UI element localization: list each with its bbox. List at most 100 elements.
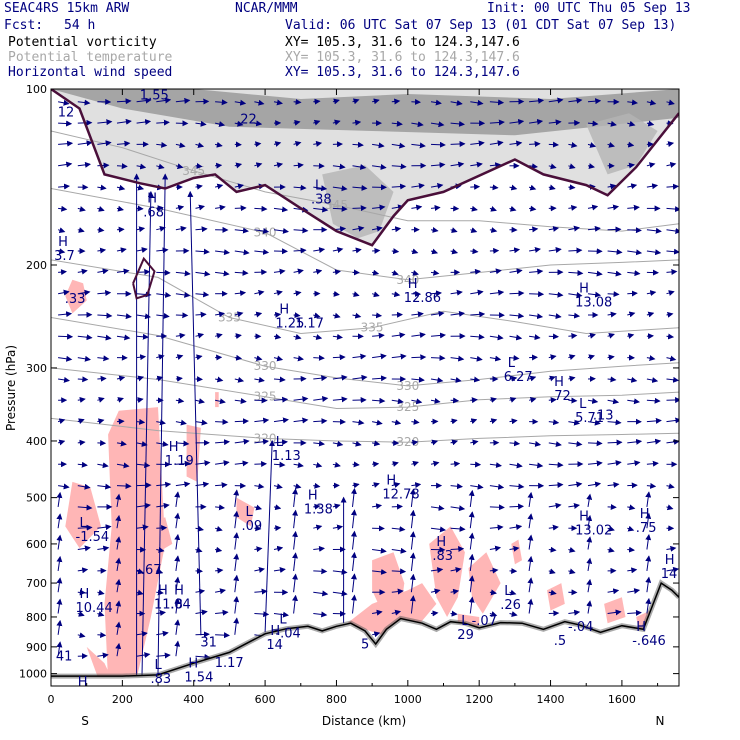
wind-vector <box>470 333 485 340</box>
wind-vector <box>97 162 110 169</box>
wind-vector <box>666 161 677 168</box>
wind-vector <box>430 397 441 404</box>
wind-vector <box>116 440 127 447</box>
wind-vector <box>58 355 73 362</box>
wind-vector <box>77 140 93 147</box>
wind-vector <box>509 290 525 297</box>
wind-vector <box>195 248 210 255</box>
wind-vector <box>352 291 360 297</box>
wind-vector <box>77 611 85 617</box>
extremum-marker: H <box>78 675 88 690</box>
wind-vector <box>372 503 383 510</box>
wind-vector <box>529 205 537 212</box>
wind-vector <box>175 163 184 170</box>
wind-vector <box>607 120 617 127</box>
wind-vector <box>587 142 597 148</box>
wind-vector <box>77 334 93 341</box>
wind-vector <box>215 546 223 553</box>
wind-vector <box>470 311 486 318</box>
wind-vector <box>666 566 679 573</box>
theta-label-330: 330 <box>254 359 277 373</box>
wind-vector <box>371 419 383 426</box>
extrema-label-layer: L1.55H3.7.33H.68.22L.38H1.251.17H12.86H1… <box>54 89 679 690</box>
wind-vector <box>58 248 66 255</box>
wind-vector <box>411 311 424 318</box>
wind-vector <box>470 227 478 233</box>
wind-vector <box>175 225 187 232</box>
wind-vector <box>313 524 323 531</box>
wind-vector <box>254 248 270 255</box>
wind-vector <box>174 512 181 529</box>
wind-vector <box>352 247 362 254</box>
pv-fill-region <box>236 497 255 527</box>
extremum-value: .83 <box>432 549 453 564</box>
wind-vector <box>293 268 304 275</box>
wind-vector <box>136 354 147 361</box>
wind-vector <box>273 333 282 340</box>
wind-vector <box>430 504 445 511</box>
wind-vector <box>115 600 122 614</box>
wind-vector <box>77 567 89 574</box>
wind-vector <box>332 312 341 319</box>
wind-vector <box>352 163 367 170</box>
wind-vector <box>548 502 562 509</box>
wind-vector <box>529 247 541 253</box>
wind-vector <box>156 205 164 212</box>
wind-vector <box>391 291 401 298</box>
x-axis-label: Distance (km) <box>322 714 406 728</box>
wind-vector <box>527 513 534 529</box>
field-range-wind: XY= 105.3, 31.6 to 124.3,147.6 <box>285 65 520 80</box>
extremum-value: 5.71 <box>575 411 604 426</box>
wind-vector <box>116 118 132 125</box>
wind-vector <box>313 98 321 105</box>
wind-vector <box>292 488 299 507</box>
wind-vector <box>273 376 286 383</box>
wind-vector <box>372 204 386 211</box>
wind-vector <box>587 98 602 105</box>
wind-vector <box>273 611 289 618</box>
wind-vector <box>372 332 385 339</box>
wind-vector <box>195 183 203 190</box>
wind-vector <box>430 332 446 339</box>
wind-vector <box>56 619 63 635</box>
extremum-marker: L <box>276 435 284 450</box>
wind-vector <box>56 534 63 550</box>
wind-vector <box>215 398 226 405</box>
wind-vector <box>587 398 599 404</box>
wind-vector <box>527 491 534 507</box>
wind-vector <box>548 589 557 596</box>
wind-vector <box>313 119 321 126</box>
wind-vector <box>77 418 85 425</box>
wind-vector <box>293 140 302 147</box>
wind-vector <box>627 376 638 383</box>
wind-vector <box>215 311 225 318</box>
field-name-theta: Potential temperature <box>8 50 173 65</box>
extremum-value: 1.13 <box>272 449 301 464</box>
extremum-value: 1.17 <box>215 656 244 671</box>
wind-vector <box>568 142 578 148</box>
wind-vector <box>548 397 557 404</box>
wind-vector <box>627 398 640 405</box>
wind-vector <box>568 568 576 575</box>
wind-vector <box>293 462 304 469</box>
wind-vector <box>646 438 662 445</box>
wind-vector <box>195 419 208 426</box>
init-time: Init: 00 UTC Thu 05 Sep 13 <box>487 1 691 16</box>
wind-vector <box>156 610 166 617</box>
extremum-value: .13 <box>593 408 614 423</box>
wind-vector <box>293 184 307 191</box>
wind-vector <box>234 333 242 340</box>
wind-vector <box>666 206 679 213</box>
wind-vector <box>430 161 446 168</box>
wind-vector <box>646 417 662 424</box>
wind-vector <box>529 334 541 341</box>
wind-vector <box>607 481 620 488</box>
wind-vector <box>509 545 520 552</box>
theta-label-335: 335 <box>218 311 241 325</box>
wind-vector <box>568 354 576 361</box>
x-tick-label: 800 <box>326 693 347 706</box>
wind-vector <box>175 204 185 211</box>
wind-vector <box>391 547 407 554</box>
wind-vector <box>627 567 638 574</box>
wind-vector <box>156 481 172 488</box>
